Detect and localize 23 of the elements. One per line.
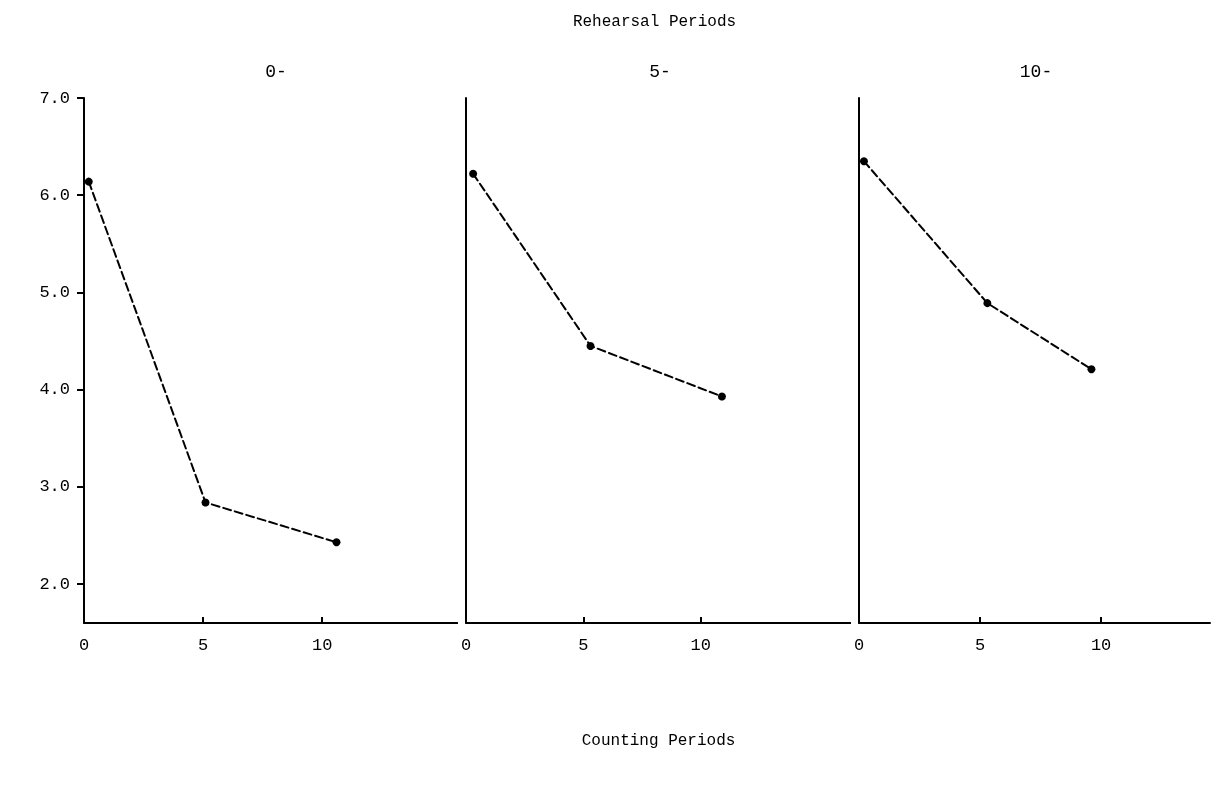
x-axis-title: Counting Periods bbox=[581, 732, 736, 750]
chart-title: 0- bbox=[265, 62, 287, 82]
x-tick-label: 0 bbox=[461, 636, 472, 655]
point bbox=[84, 177, 93, 186]
x-tick-label: 10 bbox=[312, 636, 333, 655]
text: Rehearsal Periods bbox=[572, 13, 737, 31]
x-tick-label: 10 bbox=[690, 636, 711, 655]
y-tick-label: 2.0 bbox=[39, 574, 70, 594]
y-tick-label: 7.0 bbox=[39, 88, 70, 108]
y-tick-label: 4.0 bbox=[39, 380, 70, 400]
x-tick-label: 0 bbox=[854, 636, 865, 655]
x-tick-label: 5 bbox=[578, 636, 589, 655]
x-tick-label: 5 bbox=[198, 636, 209, 655]
y-tick-label: 6.0 bbox=[39, 185, 70, 205]
x-tick-label: 5 bbox=[975, 636, 986, 655]
x-tick-label: 10 bbox=[1090, 636, 1112, 655]
x-tick-label: 0 bbox=[78, 636, 90, 655]
y-tick-label: 3.0 bbox=[39, 477, 70, 497]
point bbox=[332, 538, 341, 547]
y-tick-label: 5.0 bbox=[39, 282, 70, 302]
chart-title: 10- bbox=[1019, 62, 1053, 82]
point bbox=[201, 498, 210, 507]
chart-title: 5- bbox=[649, 62, 671, 82]
